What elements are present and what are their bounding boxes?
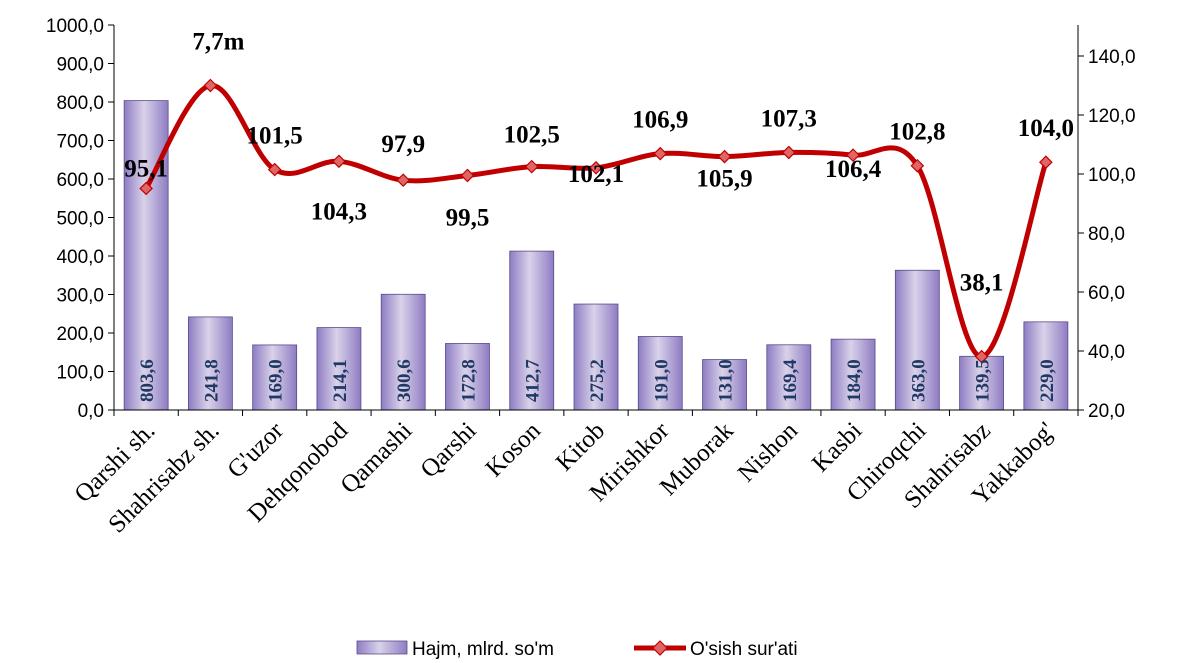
line-series	[139, 78, 1053, 364]
bar-12	[830, 338, 876, 411]
right-tick-label: 60,0	[1088, 283, 1125, 304]
line-value-label: 105,9	[696, 166, 752, 193]
line-marker-7	[524, 159, 539, 174]
bar-15	[1023, 321, 1069, 411]
line-value-label: 95,1	[124, 155, 168, 182]
line-marker-14	[974, 349, 989, 364]
line-marker-8	[589, 160, 603, 175]
bar-value-label: 131,0	[716, 359, 737, 402]
right-tick-label: 40,0	[1088, 342, 1125, 363]
bar-1	[123, 100, 169, 411]
bar-value-label: 184,0	[844, 359, 865, 402]
bar-2	[187, 316, 233, 411]
left-tick-label: 900,0	[56, 55, 104, 76]
line-value-label: 7,7m	[192, 29, 244, 56]
line-value-label: 106,4	[825, 156, 882, 183]
category-labels: Qarshi sh.Shahrisabz sh.G'uzorDehqonobod…	[70, 417, 1061, 539]
left-tick-label: 1000,0	[46, 16, 104, 37]
right-tick-label: 80,0	[1088, 224, 1125, 245]
legend-line-label: O'sish sur'ati	[690, 639, 798, 660]
bar-10	[702, 359, 747, 411]
left-tick-label: 200,0	[56, 324, 104, 345]
left-tick-label: 800,0	[56, 93, 104, 114]
left-tick-label: 500,0	[56, 209, 104, 230]
bar-value-label: 229,0	[1037, 359, 1058, 402]
bar-value-label: 191,0	[651, 359, 672, 402]
category-label: Qarshi	[415, 417, 481, 483]
right-tick-label: 120,0	[1088, 106, 1136, 127]
line-marker-9	[653, 146, 668, 161]
legend-bar-swatch	[356, 640, 408, 655]
line-marker-15	[1039, 155, 1053, 170]
line-value-label: 107,3	[761, 105, 817, 132]
left-tick-label: 100,0	[56, 363, 104, 384]
line-marker-6	[460, 168, 475, 183]
line-marker-13	[910, 158, 925, 173]
bar-value-label: 169,0	[266, 359, 287, 402]
category-label: Qamashi	[336, 417, 418, 499]
legend: Hajm, mlrd. so'm O'sish sur'ati	[356, 639, 798, 660]
bar-6	[445, 343, 490, 411]
category-label: Nishon	[733, 417, 804, 488]
line-value-label: 102,5	[504, 122, 560, 149]
line-value-label: 101,5	[247, 123, 303, 150]
axes: 0,0 100,0 200,0 300,0 400,0 500,0 600,0 700,0 80…	[46, 16, 1136, 422]
category-label: Shahrisabz sh.	[103, 417, 224, 538]
bar-value-label: 412,7	[523, 359, 544, 402]
line-value-label: 99,5	[446, 204, 490, 231]
data-labels: 803,6 241,8 169,0 214,1 300,6 172,8 412,7 275,2…	[124, 29, 1074, 403]
category-label: Kasbi	[807, 417, 867, 477]
line-value-label: 102,1	[568, 161, 624, 188]
bar-value-label: 363,0	[908, 359, 929, 402]
legend-line-marker	[652, 640, 668, 656]
left-tick-label: 0,0	[78, 401, 104, 422]
category-label: Koson	[481, 417, 547, 483]
bar-5	[380, 293, 426, 411]
bar-value-label: 139,5	[973, 359, 994, 402]
bar-4	[316, 327, 362, 411]
legend-bar-label: Hajm, mlrd. so'm	[412, 639, 554, 660]
line-marker-12	[846, 148, 860, 162]
bar-value-label: 241,8	[201, 359, 222, 402]
line-marker-3	[267, 162, 282, 177]
bar-value-label: 214,1	[330, 359, 351, 402]
line-marker-10	[717, 149, 732, 164]
bar-13	[894, 269, 940, 411]
bar-3	[252, 344, 298, 411]
right-tick-label: 100,0	[1088, 165, 1136, 186]
line-value-label: 104,0	[1018, 115, 1074, 142]
right-tick-label: 20,0	[1088, 401, 1125, 422]
bar-series	[123, 100, 1069, 411]
left-tick-label: 600,0	[56, 170, 104, 191]
category-label: Kitob	[551, 417, 610, 476]
line-value-label: 97,9	[381, 131, 425, 158]
line-value-label: 104,3	[311, 198, 367, 225]
line-marker-11	[781, 145, 796, 160]
line-marker-1	[139, 181, 153, 196]
line-marker-5	[396, 173, 411, 188]
bar-value-label: 169,4	[780, 359, 801, 402]
left-tick-label: 700,0	[56, 132, 104, 153]
line-marker-2	[203, 78, 218, 93]
bar-8	[573, 303, 619, 411]
bar-value-label: 172,8	[458, 359, 479, 402]
line-value-label: 102,8	[889, 119, 945, 146]
bar-value-label: 300,6	[394, 359, 415, 402]
line-marker-4	[332, 154, 346, 169]
left-tick-label: 400,0	[56, 247, 104, 268]
left-tick-label: 300,0	[56, 286, 104, 307]
bar-11	[766, 344, 812, 411]
line-value-label: 106,9	[632, 107, 688, 134]
line-value-label: 38,1	[960, 270, 1004, 297]
bar-value-label: 803,6	[137, 359, 158, 402]
right-tick-label: 140,0	[1088, 47, 1136, 68]
bar-value-label: 275,2	[587, 359, 608, 402]
